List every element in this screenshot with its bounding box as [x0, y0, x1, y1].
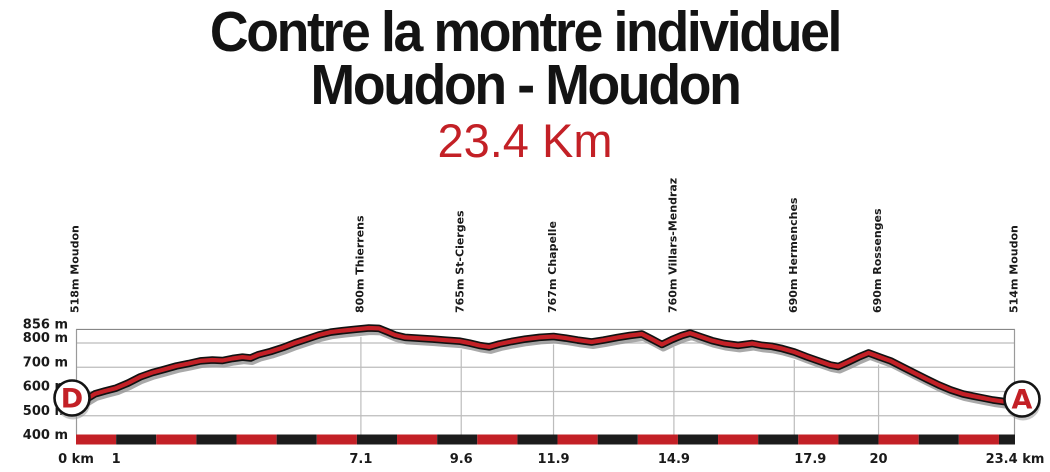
waypoint-label-23.4km: 514m Moudon: [1008, 225, 1021, 313]
route-title: Moudon - Moudon: [310, 53, 742, 117]
y-tick-label-800: 800 m: [23, 331, 68, 346]
km-bar-segment: [196, 434, 237, 445]
km-bar-segment: [76, 434, 117, 445]
km-bar-segment: [156, 434, 197, 445]
waypoint-label-7.1km: 800m Thierrens: [353, 215, 366, 313]
race-title: Contre la montre individuel: [209, 0, 843, 64]
arrivee-marker-letter: A: [1012, 385, 1033, 416]
waypoint-label-14.9km: 760m Villars-Mendraz: [666, 178, 679, 313]
title-block: Contre la montre individuel Moudon - Mou…: [0, 0, 1050, 167]
x-tick-label-1: 1: [112, 452, 121, 467]
km-bar-segment: [677, 434, 719, 445]
km-bar-segment: [798, 434, 839, 445]
km-bar-segment: [597, 434, 638, 445]
waypoint-label-0km: 518m Moudon: [69, 225, 82, 313]
km-bar-segment: [517, 434, 558, 445]
waypoint-label-17.9km: 690m Hermenches: [787, 197, 800, 313]
km-bar-segment: [557, 434, 598, 445]
km-bar-segment: [637, 434, 678, 445]
y-tick-label-700: 700 m: [23, 355, 68, 370]
km-bar-segment: [116, 434, 157, 445]
depart-marker-letter: D: [61, 384, 83, 415]
x-tick-label-11.9: 11.9: [537, 452, 569, 467]
km-bar-segment: [718, 434, 759, 445]
km-bar-segment: [397, 434, 438, 445]
km-bar-segment: [958, 434, 999, 445]
y-tick-label-400: 400 m: [23, 428, 68, 443]
x-tick-label-7.1: 7.1: [349, 452, 372, 467]
y-tick-label-856: 856 m: [23, 317, 68, 332]
x-tick-label-9.6: 9.6: [450, 452, 473, 467]
x-tick-label-20: 20: [870, 452, 888, 467]
km-bar-segment: [356, 434, 398, 445]
km-bar-segment: [918, 434, 959, 445]
km-bar-segment: [878, 434, 919, 445]
km-bar-segment: [437, 434, 478, 445]
profile-line: [73, 325, 1018, 408]
km-bar-segment: [316, 434, 357, 445]
km-bar-segment: [236, 434, 277, 445]
x-tick-label-0 km: 0 km: [58, 452, 94, 467]
depart-marker-circle: [53, 379, 91, 417]
waypoint-label-9.6km: 765m St-Cierges: [454, 210, 467, 313]
km-bar-segment: [276, 434, 317, 445]
km-bar-segment: [838, 434, 879, 445]
km-bar-segment: [477, 434, 518, 445]
x-tick-label-14.9: 14.9: [658, 452, 690, 467]
waypoint-label-20km: 690m Rossenges: [871, 208, 884, 313]
km-bar-segment: [998, 434, 1015, 445]
waypoint-label-11.9km: 767m Chapelle: [546, 221, 559, 313]
distance-label: 23.4 Km: [437, 114, 613, 167]
x-tick-label-17.9: 17.9: [794, 452, 826, 467]
x-tick-label-23.4 km: 23.4 km: [986, 452, 1045, 467]
arrivee-marker-circle: [1003, 380, 1041, 418]
km-bar-segment: [758, 434, 799, 445]
